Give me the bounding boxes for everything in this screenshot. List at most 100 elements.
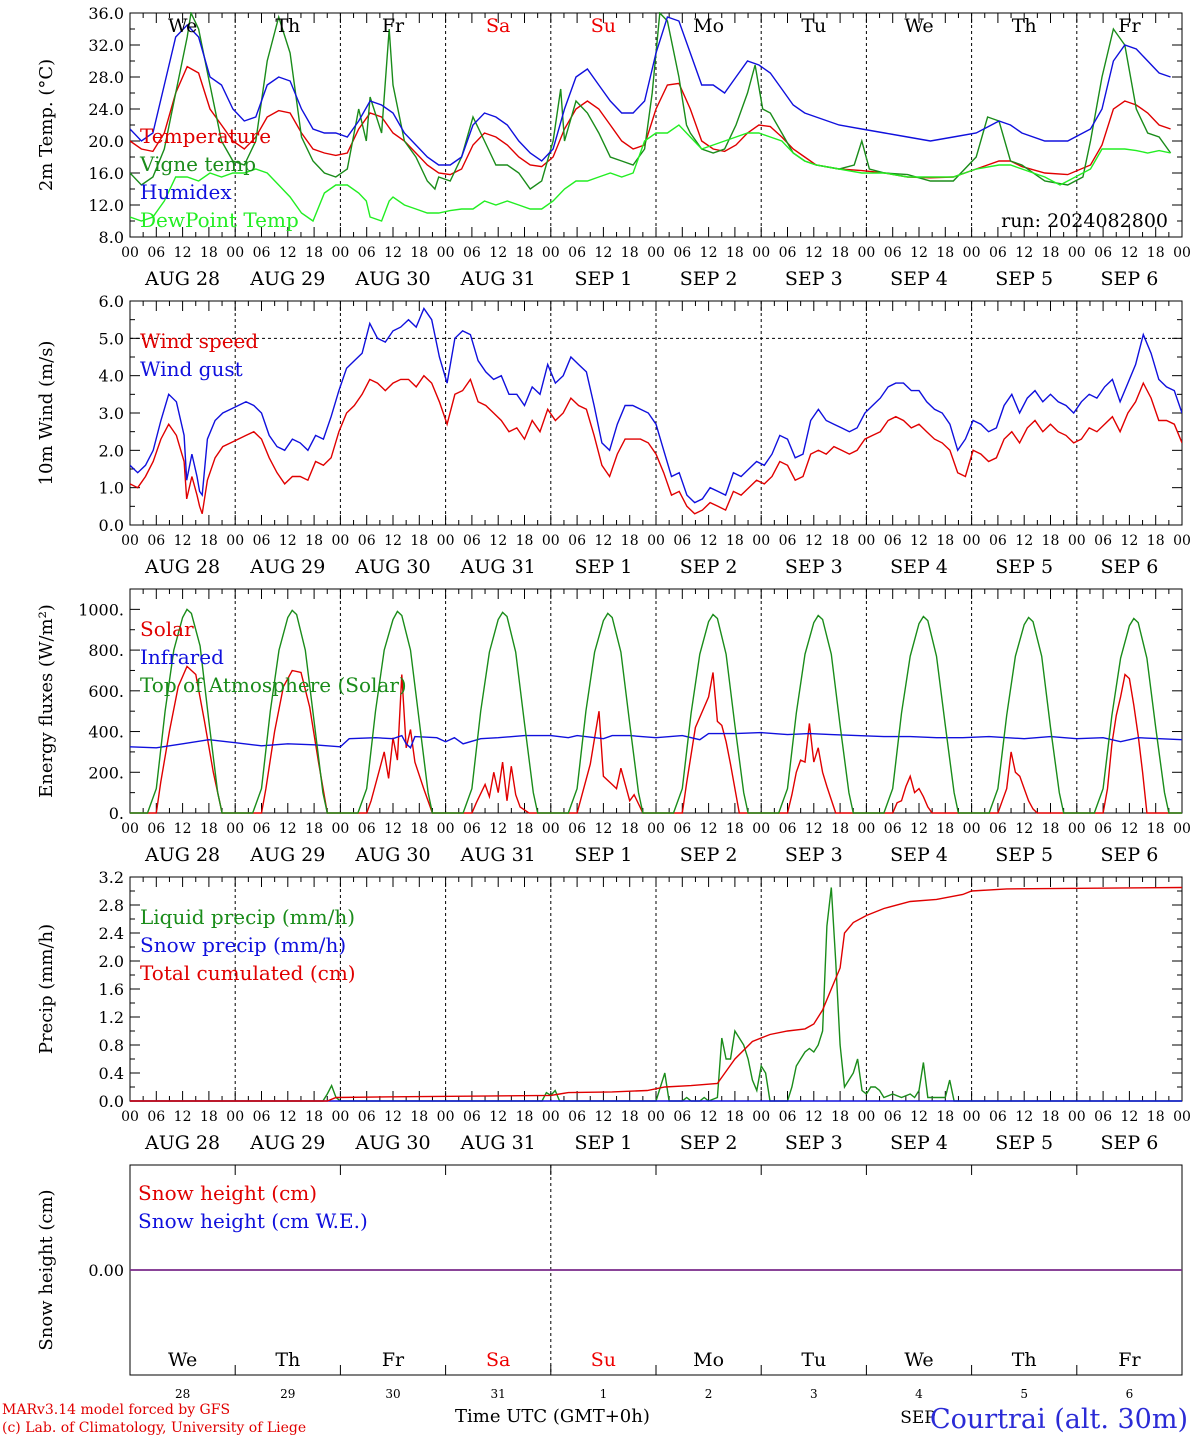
- hour-tick-label: 18: [936, 245, 954, 261]
- date-label: AUG 28: [144, 268, 220, 290]
- hour-tick-label: 12: [700, 1109, 718, 1125]
- day-number-label: 5: [1020, 1387, 1028, 1401]
- hour-tick-label: 06: [884, 245, 902, 261]
- y-axis-label: 10m Wind (m/s): [36, 341, 57, 486]
- y-tick-label: 3.0: [99, 404, 124, 423]
- hour-tick-label: 00: [121, 821, 139, 837]
- hour-tick-label: 00: [1068, 533, 1086, 549]
- hour-tick-label: 18: [516, 533, 534, 549]
- legend-entry: Infrared: [140, 645, 224, 669]
- model-label: MARv3.14 model forced by GFS: [2, 1402, 231, 1418]
- model-credit: MARv3.14 model forced by GFS (c) Lab. of…: [2, 1401, 306, 1437]
- day-number-label: 3: [810, 1387, 818, 1401]
- hour-tick-label: 06: [779, 821, 797, 837]
- hour-tick-label: 18: [410, 821, 428, 837]
- hour-tick-label: 06: [779, 533, 797, 549]
- y-tick-label: 5.0: [99, 329, 124, 348]
- hour-tick-label: 12: [910, 821, 928, 837]
- hour-tick-label: 12: [1015, 533, 1033, 549]
- hour-tick-label: 12: [279, 1109, 297, 1125]
- weekday-label: Sa: [486, 15, 510, 37]
- hour-tick-label: 12: [1120, 1109, 1138, 1125]
- hour-tick-label: 00: [331, 245, 349, 261]
- hour-tick-label: 12: [910, 1109, 928, 1125]
- date-label: AUG 28: [144, 1132, 220, 1154]
- y-tick-label: 0.: [109, 804, 124, 823]
- y-axis-label: Precip (mm/h): [36, 924, 57, 1054]
- panel-5: 0.00 Snow height (cm) Snow height (cm) Snow…: [36, 1164, 1183, 1401]
- legend-entry: Snow height (cm W.E.): [138, 1209, 368, 1233]
- hour-tick-label: 00: [647, 1109, 665, 1125]
- hour-tick-label: 18: [621, 245, 639, 261]
- hour-tick-label: 06: [253, 821, 271, 837]
- run-label: run: 2024082800: [1001, 210, 1168, 232]
- weekday-label: Sa: [486, 1349, 510, 1371]
- credit-label: (c) Lab. of Climatology, University of L…: [2, 1420, 307, 1436]
- hour-tick-label: 12: [1120, 533, 1138, 549]
- hour-tick-label: 06: [779, 1109, 797, 1125]
- y-tick-label: 2.0: [99, 952, 124, 971]
- hour-tick-label: 06: [463, 1109, 481, 1125]
- weekday-label: Tu: [801, 1349, 826, 1371]
- y-tick-label: 400.: [88, 723, 124, 742]
- hour-tick-label: 12: [174, 1109, 192, 1125]
- y-tick-label: 600.: [88, 682, 124, 701]
- hour-tick-label: 00: [857, 533, 875, 549]
- hour-tick-label: 18: [200, 1109, 218, 1125]
- legend-entry: Vigne temp: [139, 152, 256, 176]
- date-label: SEP 3: [785, 1132, 843, 1154]
- hour-tick-label: 06: [358, 821, 376, 837]
- hour-tick-label: 18: [831, 821, 849, 837]
- hour-tick-label: 06: [1094, 533, 1112, 549]
- hour-tick-label: 18: [200, 533, 218, 549]
- y-tick-label: 0.00: [88, 1261, 124, 1280]
- panel-4: 0.0 0.4 0.8 1.2 1.6 2.0 2.4 2.8 3.2 Precip (mm/h)…: [36, 868, 1191, 1154]
- y-tick-label: 28.0: [88, 68, 124, 87]
- day-number-label: 30: [385, 1387, 400, 1401]
- hour-tick-label: 18: [200, 245, 218, 261]
- date-label: AUG 30: [354, 1132, 430, 1154]
- weekday-label: Fr: [382, 15, 405, 37]
- hour-tick-label: 00: [1173, 533, 1191, 549]
- panel-1: 8.0 12.0 16.0 20.0 24.0 28.0 32.0 36.0 2m Temp. …: [36, 4, 1191, 290]
- weekday-label: Th: [275, 15, 300, 37]
- weekday-label: Su: [591, 1349, 616, 1371]
- date-label: AUG 29: [249, 268, 325, 290]
- hour-tick-label: 06: [253, 533, 271, 549]
- date-label: AUG 31: [460, 844, 536, 866]
- weekday-label: Mo: [693, 15, 724, 37]
- date-label: SEP 1: [574, 844, 632, 866]
- hour-tick-label: 12: [489, 821, 507, 837]
- date-label: AUG 31: [460, 556, 536, 578]
- hour-tick-label: 00: [1173, 1109, 1191, 1125]
- weekday-label: We: [904, 1349, 933, 1371]
- y-tick-label: 16.0: [88, 164, 124, 183]
- hour-tick-label: 12: [805, 821, 823, 837]
- hour-tick-label: 00: [963, 821, 981, 837]
- date-label: SEP 6: [1100, 268, 1158, 290]
- hour-tick-label: 18: [1042, 245, 1060, 261]
- y-tick-label: 0.0: [99, 516, 124, 535]
- weekday-label: Fr: [1118, 1349, 1141, 1371]
- day-number-label: 1: [600, 1387, 608, 1401]
- hour-tick-label: 12: [594, 1109, 612, 1125]
- hour-tick-label: 18: [621, 533, 639, 549]
- hour-tick-label: 12: [805, 533, 823, 549]
- series-line-2-1: [130, 374, 1182, 515]
- hour-tick-label: 00: [437, 821, 455, 837]
- hour-tick-label: 00: [542, 1109, 560, 1125]
- hour-tick-label: 00: [121, 533, 139, 549]
- hour-tick-label: 18: [1042, 1109, 1060, 1125]
- y-tick-label: 200.: [88, 763, 124, 782]
- date-label: SEP 6: [1100, 556, 1158, 578]
- date-label: AUG 29: [249, 556, 325, 578]
- hour-tick-label: 06: [568, 245, 586, 261]
- hour-tick-label: 12: [1015, 821, 1033, 837]
- hour-tick-label: 12: [1120, 821, 1138, 837]
- y-tick-label: 1000.: [78, 600, 124, 619]
- hour-tick-label: 00: [647, 533, 665, 549]
- weekday-label: Th: [1012, 15, 1037, 37]
- series-line-1-2: [130, 12, 1172, 191]
- day-number-label: 2: [705, 1387, 713, 1401]
- hour-tick-label: 12: [174, 245, 192, 261]
